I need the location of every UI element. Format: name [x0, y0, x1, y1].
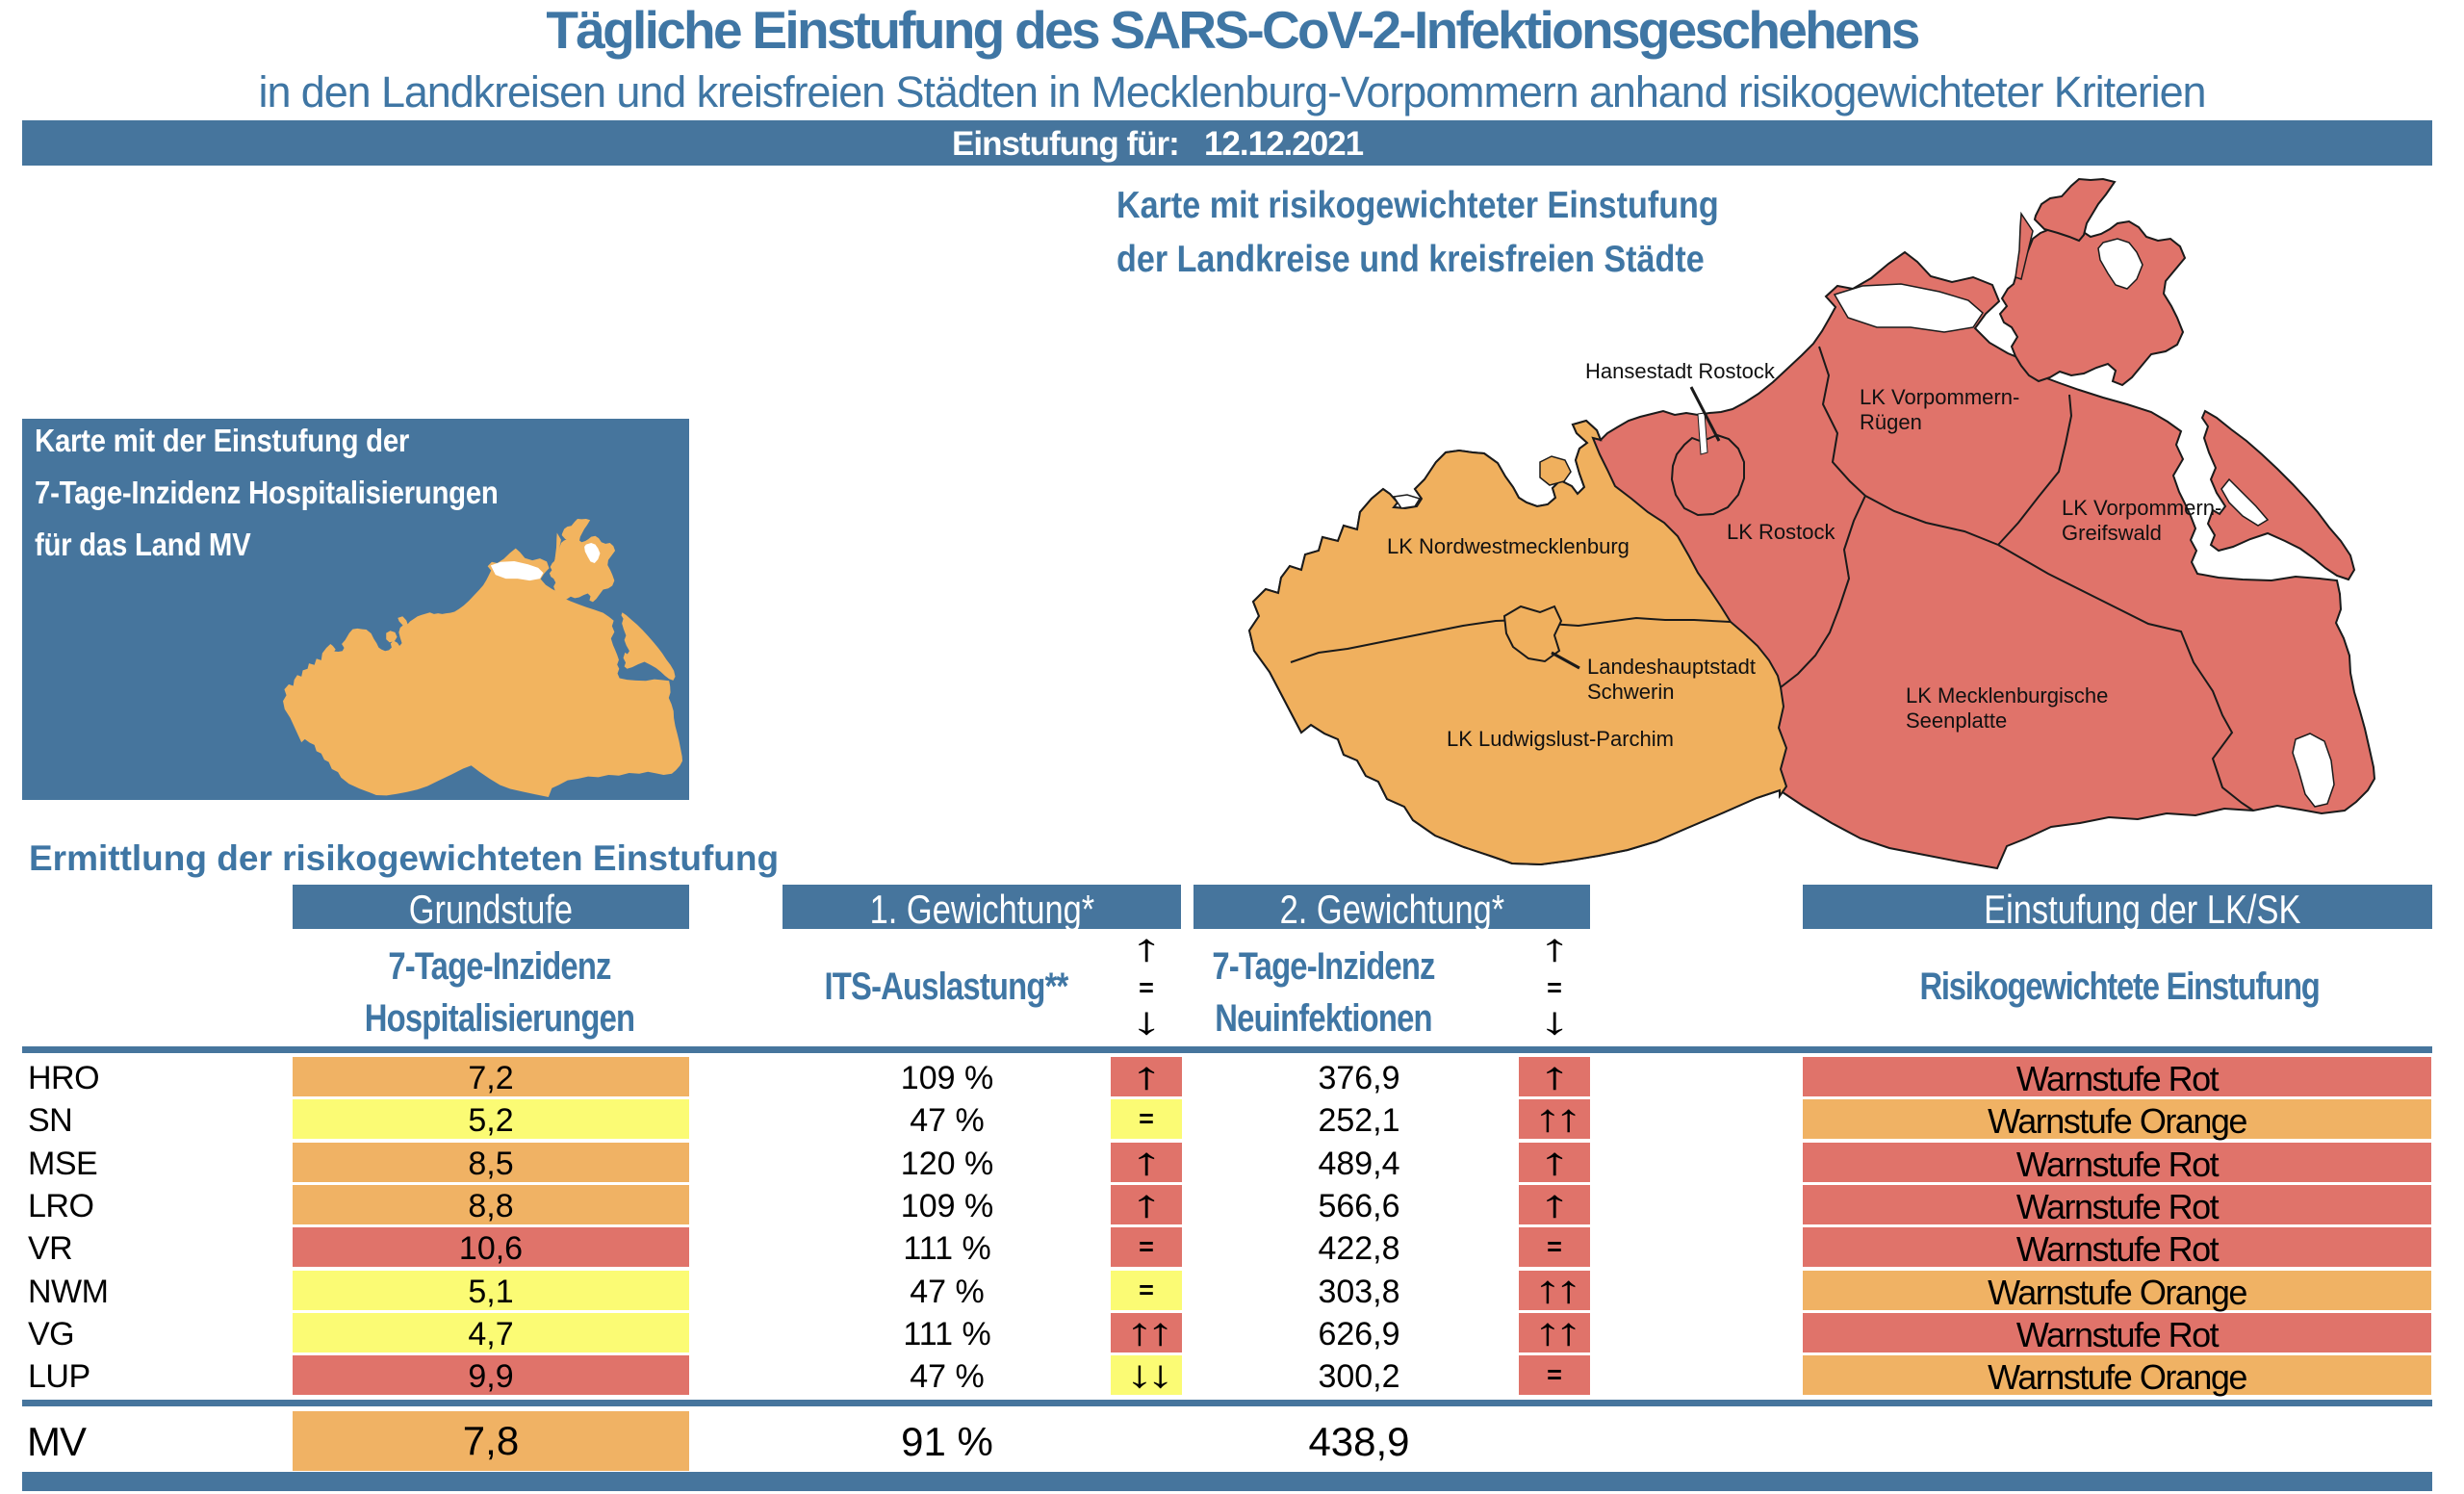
svg-text:LK Vorpommern-Rügen: LK Vorpommern-Rügen — [1860, 385, 2019, 434]
svg-text:Hansestadt Rostock: Hansestadt Rostock — [1585, 359, 1776, 383]
svg-text:LK Nordwestmecklenburg: LK Nordwestmecklenburg — [1387, 534, 1630, 558]
svg-text:LK Rostock: LK Rostock — [1727, 520, 1835, 544]
svg-text:LK Ludwigslust-Parchim: LK Ludwigslust-Parchim — [1447, 727, 1674, 751]
svg-text:LK Vorpommern-Greifswald: LK Vorpommern-Greifswald — [2062, 496, 2221, 545]
